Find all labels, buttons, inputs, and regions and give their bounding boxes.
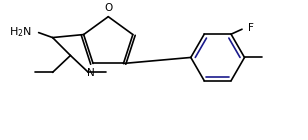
- Text: O: O: [104, 3, 112, 13]
- Text: H$_2$N: H$_2$N: [9, 26, 32, 39]
- Text: F: F: [248, 23, 254, 33]
- Text: N: N: [87, 68, 95, 78]
